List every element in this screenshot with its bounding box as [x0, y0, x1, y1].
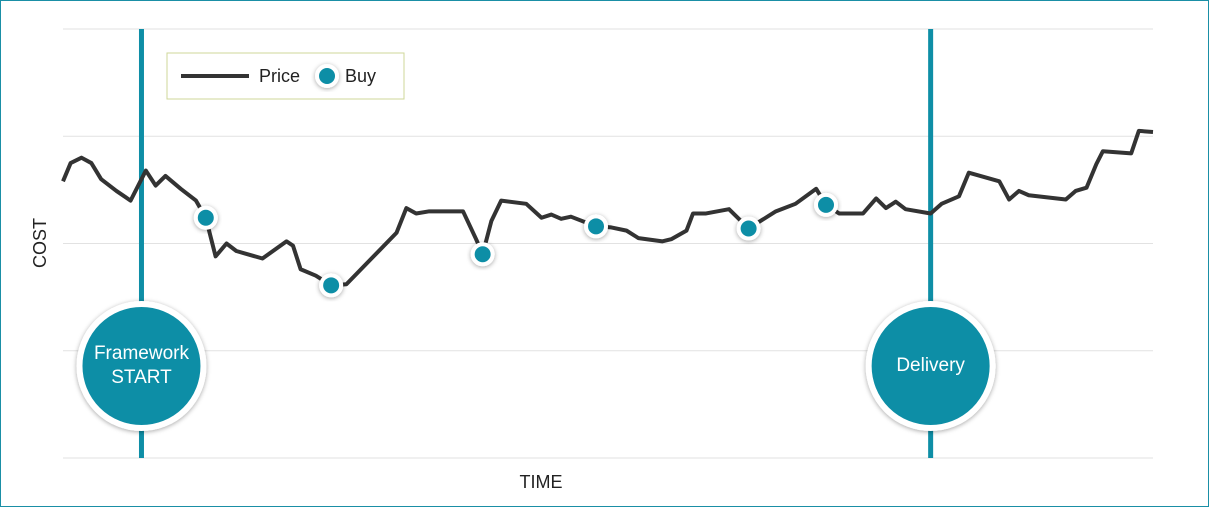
marker-label: Framework START: [93, 343, 189, 388]
legend-label: Price: [259, 66, 300, 86]
buy-point: [584, 214, 609, 239]
buy-point: [193, 205, 218, 230]
buy-point: [736, 216, 761, 241]
y-axis-label: COST: [30, 218, 50, 268]
buy-point: [814, 192, 838, 217]
marker-badge: [76, 301, 207, 431]
legend-label: Buy: [345, 66, 376, 86]
buy-point: [470, 242, 495, 267]
legend-swatch: [315, 64, 340, 88]
legend: Price Buy: [166, 52, 405, 100]
buy-point: [319, 273, 344, 298]
x-axis-label: TIME: [520, 472, 563, 492]
marker-badge: [865, 301, 996, 431]
marker-label: Delivery: [896, 355, 965, 376]
price-line: [61, 128, 1154, 288]
